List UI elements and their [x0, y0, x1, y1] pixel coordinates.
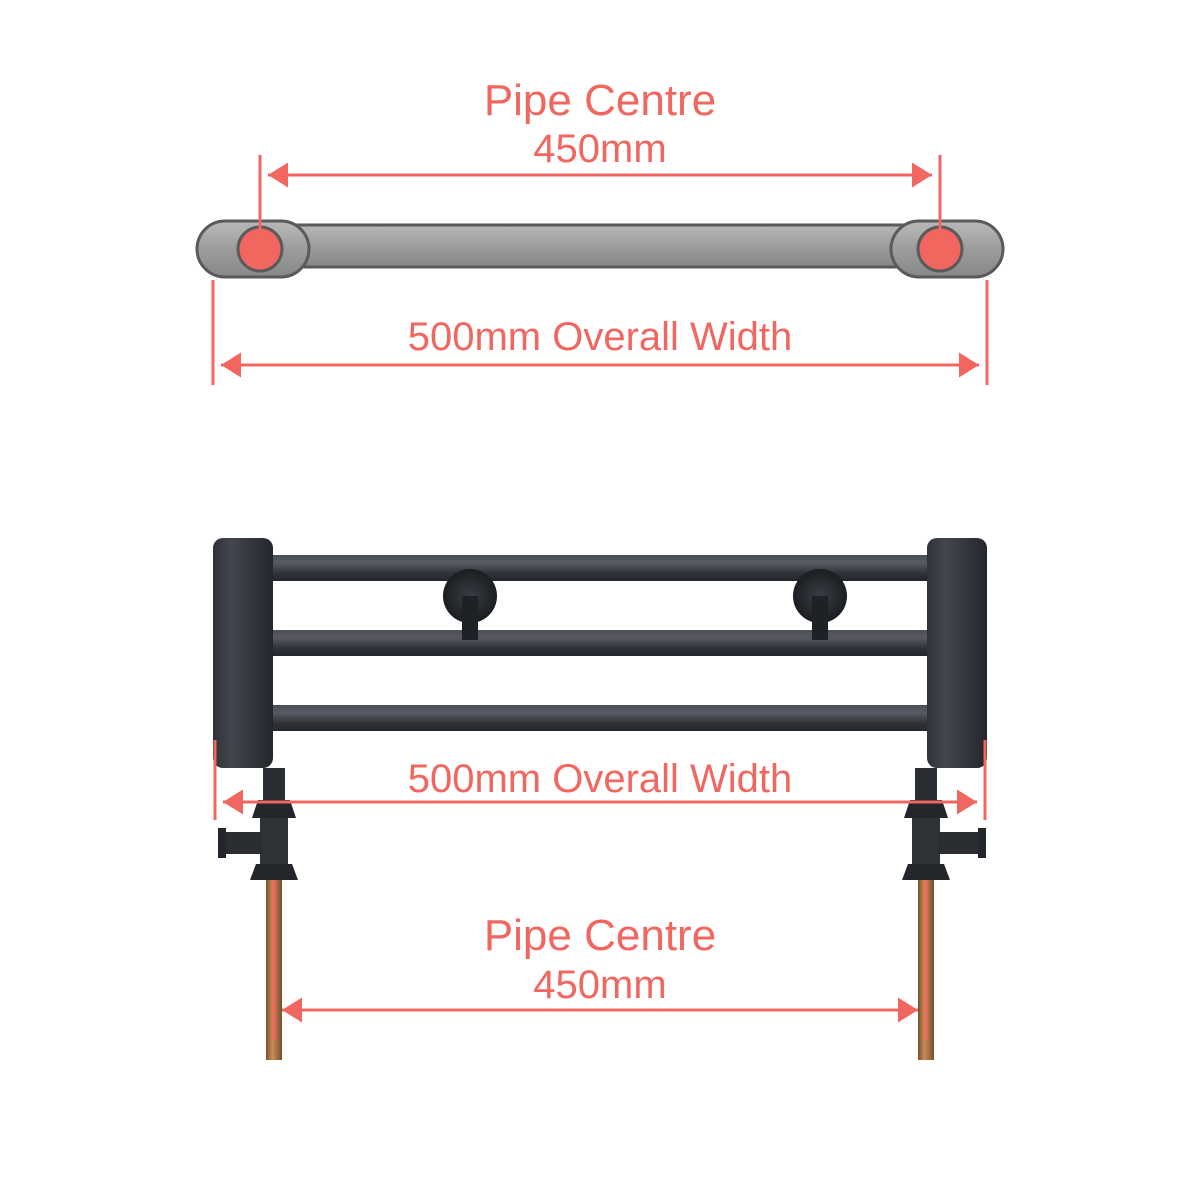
- radiator-upright-right: [927, 538, 987, 768]
- label-overall-width-bottom: 500mm Overall Width: [408, 757, 793, 801]
- radiator-tube: [250, 630, 950, 656]
- bottom-pipe-centre-dimension: Pipe Centre 450mm: [274, 880, 926, 1040]
- valve-left: [218, 768, 298, 1060]
- label-pipe-centre-top-value: 450mm: [533, 127, 666, 171]
- wall-bracket-stem: [462, 596, 478, 640]
- label-overall-width-top: 500mm Overall Width: [408, 315, 793, 359]
- top-schematic: [197, 221, 1003, 277]
- radiator-upright-left: [213, 538, 273, 768]
- radiator-tube: [250, 555, 950, 581]
- label-pipe-centre-bottom-value: 450mm: [533, 963, 666, 1007]
- valve-right: [902, 768, 986, 1060]
- top-overall-width-dimension: 500mm Overall Width: [213, 280, 987, 385]
- bottom-overall-width-dimension: 500mm Overall Width: [215, 740, 985, 820]
- diagram-canvas: Pipe Centre 450mm 500mm Overall Width: [0, 0, 1200, 1200]
- radiator-tube: [250, 705, 950, 731]
- top-pipe-centre-dimension: Pipe Centre 450mm: [260, 76, 940, 240]
- label-pipe-centre-top: Pipe Centre: [484, 76, 716, 125]
- top-bar: [225, 225, 975, 267]
- label-pipe-centre-bottom: Pipe Centre: [484, 911, 716, 960]
- wall-bracket-stem: [812, 596, 828, 640]
